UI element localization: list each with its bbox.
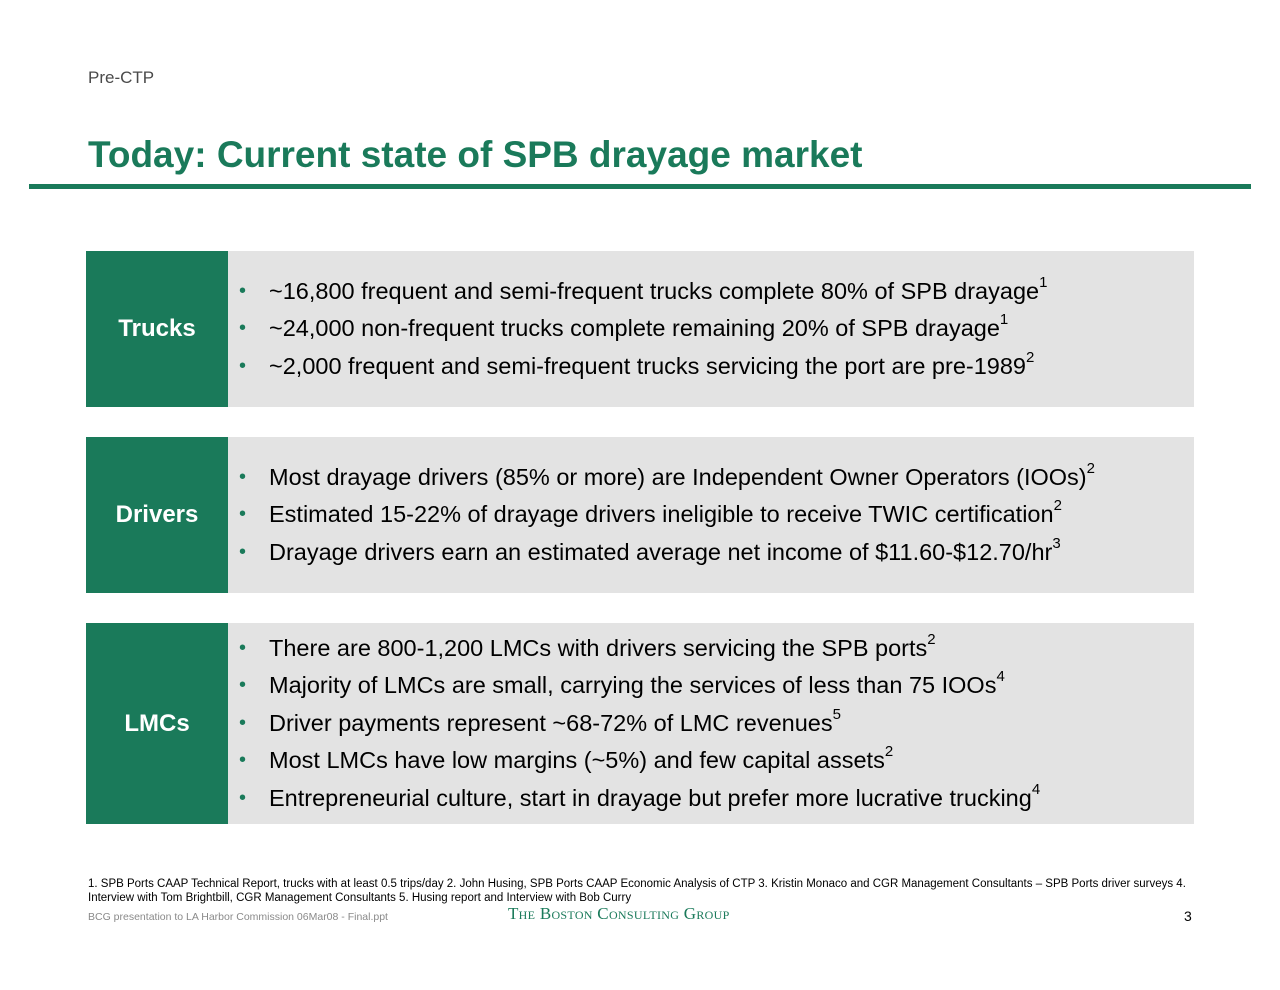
title-divider bbox=[29, 184, 1251, 189]
lmcs-section: LMCs • There are 800-1,200 LMCs with driv… bbox=[86, 623, 1194, 824]
bullet-icon: • bbox=[239, 465, 247, 488]
footnote-ref: 2 bbox=[927, 630, 936, 648]
bullet-text: Entrepreneurial culture, start in drayag… bbox=[269, 784, 1032, 811]
bullet-item: • Most LMCs have low margins (~5%) and fe… bbox=[228, 742, 1194, 780]
bullet-item: • Entrepreneurial culture, start in draya… bbox=[228, 780, 1194, 818]
section-label-drivers: Drivers bbox=[86, 437, 228, 593]
bullet-item: • There are 800-1,200 LMCs with drivers s… bbox=[228, 630, 1194, 668]
bullet-icon: • bbox=[239, 711, 247, 734]
section-tag: Pre-CTP bbox=[88, 68, 155, 87]
footnote-ref: 1 bbox=[999, 311, 1009, 329]
trucks-bullet-list: • ~16,800 frequent and semi-frequent truc… bbox=[228, 251, 1194, 407]
bullet-item: • Most drayage drivers (85% or more) are … bbox=[228, 459, 1194, 497]
page-title: Today: Current state of SPB drayage mark… bbox=[88, 134, 863, 175]
drivers-bullet-list: • Most drayage drivers (85% or more) are … bbox=[228, 437, 1194, 593]
bullet-icon: • bbox=[239, 503, 247, 526]
bullet-text: Drayage drivers earn an estimated averag… bbox=[269, 538, 1053, 565]
bullet-text: Majority of LMCs are small, carrying the… bbox=[269, 672, 997, 699]
section-label-lmcs: LMCs bbox=[86, 623, 228, 824]
bullet-icon: • bbox=[239, 354, 247, 377]
footnote-ref: 1 bbox=[1039, 273, 1048, 291]
section-label-trucks: Trucks bbox=[86, 251, 228, 407]
bullet-icon: • bbox=[239, 786, 247, 809]
bullet-item: • Drayage drivers earn an estimated avera… bbox=[228, 534, 1194, 572]
footnote-ref: 5 bbox=[832, 705, 841, 723]
bullet-item: • ~24,000 non-frequent trucks complete re… bbox=[228, 310, 1194, 348]
bullet-text: ~16,800 frequent and semi-frequent truck… bbox=[269, 277, 1040, 304]
footnote-ref: 2 bbox=[884, 743, 894, 761]
bullet-item: • ~2,000 frequent and semi-frequent truck… bbox=[228, 348, 1194, 386]
footnotes: 1. SPB Ports CAAP Technical Report, truc… bbox=[88, 878, 1186, 904]
drivers-section: Drivers • Most drayage drivers (85% or mo… bbox=[86, 437, 1194, 593]
footnote-ref: 2 bbox=[1053, 497, 1062, 515]
bullet-text: Driver payments represent ~68-72% of LMC… bbox=[269, 709, 833, 736]
bullet-icon: • bbox=[239, 749, 247, 772]
footnote-ref: 4 bbox=[996, 668, 1005, 686]
bullet-item: • Majority of LMCs are small, carrying th… bbox=[228, 667, 1194, 705]
trucks-section: Trucks • ~16,800 frequent and semi-freque… bbox=[86, 251, 1194, 407]
bullet-item: • Driver payments represent ~68-72% of LM… bbox=[228, 705, 1194, 743]
bullet-text: ~24,000 non-frequent trucks complete rem… bbox=[269, 315, 1000, 342]
bullet-text: Most LMCs have low margins (~5%) and few… bbox=[269, 747, 885, 774]
bullet-text: Most drayage drivers (85% or more) are I… bbox=[269, 463, 1087, 490]
bullet-icon: • bbox=[239, 540, 247, 563]
bullet-item: • Estimated 15-22% of drayage drivers ine… bbox=[228, 496, 1194, 534]
lmcs-bullet-list: • There are 800-1,200 LMCs with drivers s… bbox=[228, 623, 1194, 824]
file-name: BCG presentation to LA Harbor Commission… bbox=[88, 911, 388, 923]
bullet-text: There are 800-1,200 LMCs with drivers se… bbox=[269, 634, 928, 661]
bullet-icon: • bbox=[239, 279, 247, 302]
footnote-ref: 4 bbox=[1031, 780, 1041, 798]
footnote-ref: 3 bbox=[1052, 534, 1061, 552]
bullet-icon: • bbox=[239, 317, 247, 340]
footnote-ref: 2 bbox=[1086, 459, 1095, 477]
bullet-icon: • bbox=[239, 636, 247, 659]
bullet-text: ~2,000 frequent and semi-frequent trucks… bbox=[269, 352, 1027, 379]
bullet-text: Estimated 15-22% of drayage drivers inel… bbox=[269, 501, 1054, 528]
footnote-ref: 2 bbox=[1026, 348, 1035, 366]
bullet-item: • ~16,800 frequent and semi-frequent truc… bbox=[228, 273, 1194, 311]
bullet-icon: • bbox=[239, 674, 247, 697]
bcg-logo: The Boston Consulting Group bbox=[508, 904, 730, 923]
page-number: 3 bbox=[1184, 908, 1192, 924]
